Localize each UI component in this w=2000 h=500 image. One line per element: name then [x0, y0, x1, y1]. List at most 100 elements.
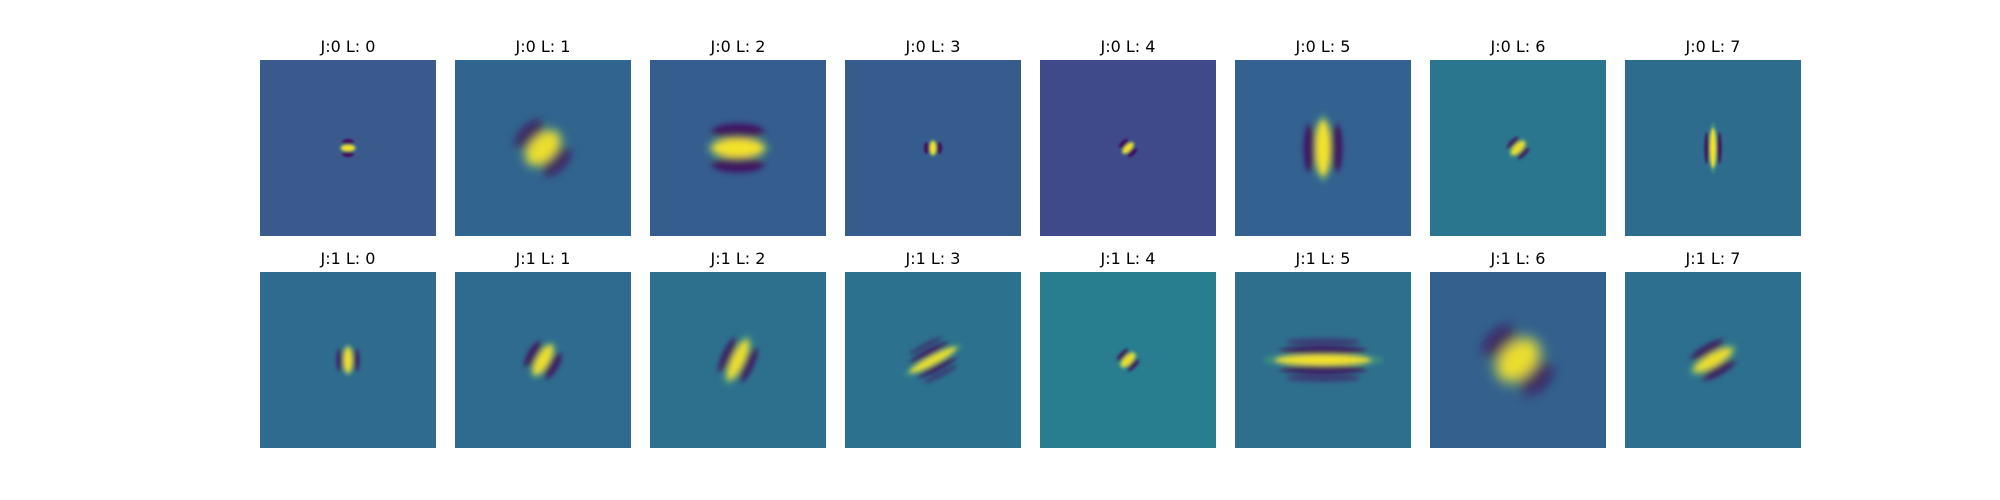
- panel-title: J:0 L: 0: [320, 37, 376, 56]
- filter-panel: J:1 L: 1: [455, 248, 631, 448]
- filter-panel: J:0 L: 7: [1625, 36, 1801, 236]
- filter-lobe-negative: [353, 349, 359, 371]
- panel-title: J:0 L: 5: [1295, 37, 1351, 56]
- filter-panel: J:1 L: 6: [1430, 248, 1606, 448]
- filter-image: [650, 272, 826, 448]
- filter-image: [845, 272, 1021, 448]
- panel-title: J:1 L: 7: [1685, 249, 1741, 268]
- filter-lobe-negative: [1126, 358, 1139, 371]
- filter-heatmap: [845, 60, 1021, 236]
- filter-lobe-positive: [1275, 355, 1371, 365]
- filter-lobe-positive: [1316, 120, 1330, 176]
- filter-image: [650, 60, 826, 236]
- filter-lobe-negative: [337, 349, 343, 371]
- filter-image: [260, 60, 436, 236]
- filter-heatmap: [455, 60, 631, 236]
- filter-lobe-positive: [1511, 141, 1525, 155]
- filter-lobe-positive: [341, 145, 355, 151]
- panel-title: J:0 L: 7: [1685, 37, 1741, 56]
- filter-lobe-positive: [909, 347, 957, 373]
- filter-lobe-negative: [1701, 359, 1736, 380]
- panel-title: J:1 L: 1: [515, 249, 571, 268]
- panel-title: J:0 L: 2: [710, 37, 766, 56]
- filter-heatmap: [455, 272, 631, 448]
- filter-heatmap: [1625, 272, 1801, 448]
- panel-title: J:0 L: 4: [1100, 37, 1156, 56]
- filter-panel: J:1 L: 4: [1040, 248, 1216, 448]
- filter-lobe-negative: [1690, 340, 1725, 361]
- filter-heatmap: [260, 272, 436, 448]
- filter-image: [260, 272, 436, 448]
- filter-lobe-positive: [1121, 353, 1135, 367]
- panel-title: J:0 L: 3: [905, 37, 961, 56]
- filter-image: [1430, 272, 1606, 448]
- filter-lobe-negative: [1507, 137, 1520, 150]
- filter-image: [845, 60, 1021, 236]
- filter-heatmap: [845, 272, 1021, 448]
- filter-lobe-positive: [1710, 128, 1716, 168]
- filter-lobe-negative: [917, 356, 957, 378]
- filter-image: [1235, 272, 1411, 448]
- filter-lobe-negative: [524, 341, 543, 368]
- filter-image: [1040, 272, 1216, 448]
- filter-lobe-positive: [533, 344, 553, 376]
- filter-heatmap: [1625, 60, 1801, 236]
- filter-image: [1625, 60, 1801, 236]
- filter-lobe-negative: [1704, 132, 1710, 164]
- filter-lobe-negative: [543, 352, 562, 379]
- panel-title: J:1 L: 4: [1100, 249, 1156, 268]
- filter-image: [1430, 60, 1606, 236]
- filter-lobe-negative: [1127, 147, 1137, 157]
- filter-image: [1235, 60, 1411, 236]
- filter-lobe-negative: [909, 342, 949, 364]
- filter-lobe-positive: [344, 347, 352, 373]
- filter-panel: J:0 L: 1: [455, 36, 631, 236]
- panel-title: J:1 L: 2: [710, 249, 766, 268]
- panel-title: J:1 L: 0: [320, 249, 376, 268]
- filter-heatmap: [650, 272, 826, 448]
- filter-lobe-negative: [1716, 132, 1722, 164]
- filter-lobe-negative: [1285, 374, 1361, 382]
- filter-lobe-negative: [738, 347, 758, 382]
- filter-heatmap: [260, 60, 436, 236]
- filter-lobe-positive: [727, 339, 749, 381]
- filter-heatmap: [1235, 272, 1411, 448]
- filter-panel: J:0 L: 2: [650, 36, 826, 236]
- panel-title: J:0 L: 1: [515, 37, 571, 56]
- panel-title: J:1 L: 5: [1295, 249, 1351, 268]
- filter-panel: J:0 L: 6: [1430, 36, 1606, 236]
- filter-heatmap: [1430, 272, 1606, 448]
- panel-title: J:1 L: 3: [905, 249, 961, 268]
- filter-panel: J:0 L: 3: [845, 36, 1021, 236]
- filter-lobe-negative: [718, 338, 738, 373]
- filter-lobe-negative: [1516, 146, 1529, 159]
- panel-title: J:1 L: 6: [1490, 249, 1546, 268]
- filter-panel: J:0 L: 5: [1235, 36, 1411, 236]
- filter-heatmap: [1040, 272, 1216, 448]
- filter-panel: J:1 L: 0: [260, 248, 436, 448]
- filter-image: [455, 272, 631, 448]
- filter-image: [455, 60, 631, 236]
- filter-panel: J:0 L: 4: [1040, 36, 1216, 236]
- filter-heatmap: [1430, 60, 1606, 236]
- filter-panel: J:1 L: 3: [845, 248, 1021, 448]
- filter-lobe-positive: [1122, 142, 1134, 154]
- filter-panel: J:1 L: 5: [1235, 248, 1411, 448]
- filter-image: [1625, 272, 1801, 448]
- filter-lobe-positive: [1497, 339, 1539, 381]
- filter-lobe-negative: [923, 364, 958, 384]
- filter-panel: J:0 L: 0: [260, 36, 436, 236]
- filter-lobe-positive: [930, 141, 936, 155]
- filter-heatmap: [650, 60, 826, 236]
- filter-lobe-negative: [1117, 349, 1130, 362]
- filter-lobe-negative: [1119, 139, 1129, 149]
- filter-image: [1040, 60, 1216, 236]
- filter-lobe-negative: [1285, 338, 1361, 346]
- filter-heatmap: [1040, 60, 1216, 236]
- filter-panel: J:1 L: 7: [1625, 248, 1801, 448]
- panel-title: J:0 L: 6: [1490, 37, 1546, 56]
- filter-lobe-positive: [526, 131, 560, 165]
- filter-heatmap: [1235, 60, 1411, 236]
- filter-lobe-positive: [712, 139, 764, 157]
